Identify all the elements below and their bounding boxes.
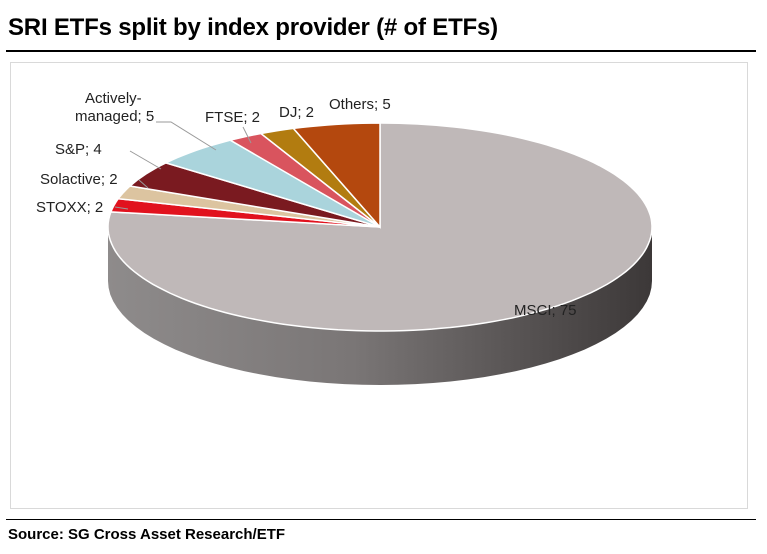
pie-slice-actively-managed bbox=[163, 139, 381, 228]
leader-line-stoxx bbox=[114, 206, 129, 210]
pie-slice-s-p bbox=[128, 162, 381, 228]
source-note: Source: SG Cross Asset Research/ETF bbox=[8, 526, 286, 543]
data-label-dj: DJ; 2 bbox=[279, 104, 314, 121]
data-label-others: Others; 5 bbox=[329, 96, 391, 113]
leader-line-ftse bbox=[242, 126, 252, 144]
data-label-s-p: S&P; 4 bbox=[55, 141, 102, 158]
pie-wall-msci bbox=[108, 227, 652, 385]
chart-frame: MSCI; 75 STOXX; 2 Solactive; 2 S&P; 4 Active… bbox=[10, 62, 748, 509]
data-label-stoxx: STOXX; 2 bbox=[36, 199, 103, 216]
leader-line-solactive bbox=[138, 179, 149, 189]
title-rule bbox=[6, 50, 756, 52]
leader-line-actively-managed bbox=[156, 121, 217, 151]
source-rule bbox=[6, 519, 756, 520]
data-label-solactive: Solactive; 2 bbox=[40, 171, 118, 188]
leader-line-s-p bbox=[129, 150, 162, 170]
data-label-ftse: FTSE; 2 bbox=[205, 109, 260, 126]
pie-slice-others bbox=[291, 122, 381, 229]
page-title: SRI ETFs split by index provider (# of E… bbox=[8, 14, 498, 41]
data-label-msci: MSCI; 75 bbox=[514, 302, 577, 319]
pie-chart: MSCI; 75 STOXX; 2 Solactive; 2 S&P; 4 Active… bbox=[36, 90, 653, 385]
data-label-actively-managed: Actively-managed; 5 bbox=[75, 90, 154, 125]
